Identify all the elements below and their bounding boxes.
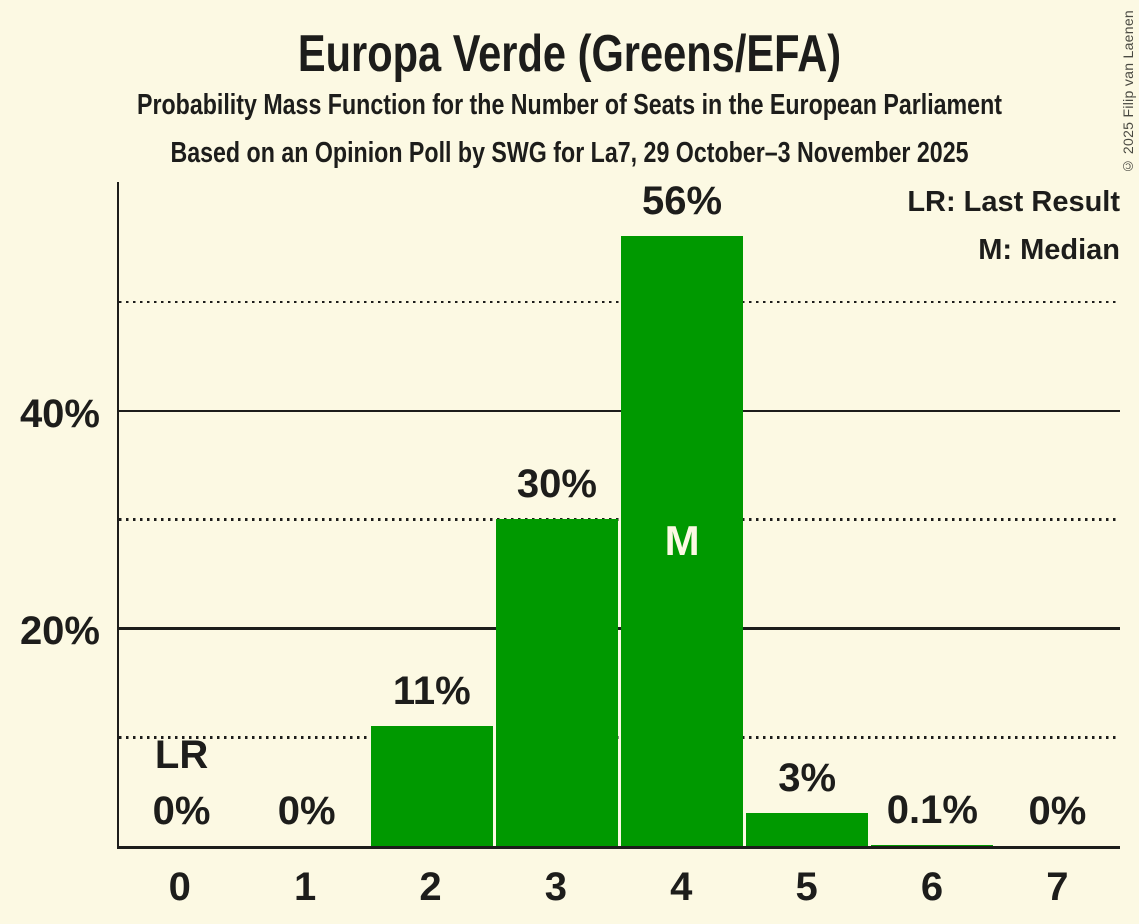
- bar-slot-6: 0.1%: [870, 182, 995, 846]
- gridline-30pct: [119, 518, 1120, 521]
- chart-title: Europa Verde (Greens/EFA): [297, 25, 842, 83]
- x-axis-label-7: 7: [1046, 865, 1069, 909]
- bar-value-label-5: 3%: [778, 756, 837, 801]
- x-axis-label-6: 6: [920, 865, 944, 909]
- bar-value-label-3: 30%: [516, 462, 597, 507]
- median-marker: M: [664, 517, 700, 565]
- x-axis-label-1: 1: [293, 865, 317, 909]
- bar-seat-5: [746, 813, 869, 846]
- x-axis-labels: 0 1 2 3 4 5 6 7: [117, 864, 1120, 910]
- bar-value-label-0: 0%: [152, 789, 211, 833]
- x-axis-label-3: 3: [544, 865, 567, 909]
- copyright-text: © 2025 Filip van Laenen: [1120, 10, 1136, 175]
- bar-seat-2: [370, 726, 493, 846]
- chart-source-line: Based on an Opinion Poll by SWG for La7,…: [170, 137, 969, 169]
- chart-legend: LR: Last Result M: Median: [907, 178, 1120, 274]
- gridlines-layer: [119, 182, 1120, 846]
- legend-median: M: Median: [978, 234, 1120, 266]
- gridline-50pct: [119, 300, 1120, 304]
- x-axis-label-2: 2: [419, 865, 442, 909]
- gridline-20pct: [119, 627, 1120, 630]
- bar-slot-1: 0%: [244, 182, 369, 846]
- bar-seat-3: [495, 519, 618, 846]
- y-axis-label-40%: 40%: [19, 391, 100, 436]
- bar-slot-0: 0% LR: [119, 182, 244, 846]
- bar-value-label-1: 0%: [277, 789, 336, 833]
- bar-value-label-2: 11%: [392, 669, 471, 714]
- chart-subtitle: Probability Mass Function for the Number…: [137, 89, 1002, 121]
- bar-slot-7: 0%: [995, 182, 1120, 846]
- bar-value-label-6: 0.1%: [886, 787, 978, 832]
- x-axis-label-4: 4: [670, 865, 693, 909]
- gridline-40pct: [119, 409, 1120, 413]
- x-axis-label-5: 5: [795, 865, 818, 909]
- bar-value-label-7: 0%: [1028, 789, 1087, 833]
- bar-slot-2: 11%: [369, 182, 494, 846]
- bar-value-label-4: 56%: [642, 179, 723, 224]
- bar-slot-3: 30%: [494, 182, 619, 846]
- bar-seat-4: [621, 236, 744, 846]
- legend-last-result: LR: Last Result: [907, 186, 1120, 218]
- bar-slot-4: 56% M: [620, 180, 745, 846]
- plot-area: 0% LR 0% 11% 30% 56% M 3% 0.1% 0%: [117, 180, 1120, 849]
- bar-slot-5: 3%: [745, 182, 870, 846]
- last-result-marker: LR: [154, 733, 209, 777]
- bars-row: 0% LR 0% 11% 30% 56% M 3% 0.1% 0%: [119, 180, 1120, 846]
- y-axis-label-20%: 20%: [19, 609, 100, 654]
- x-axis-label-0: 0: [168, 865, 191, 909]
- bar-seat-6: [871, 844, 994, 846]
- gridline-10pct: [119, 736, 1120, 739]
